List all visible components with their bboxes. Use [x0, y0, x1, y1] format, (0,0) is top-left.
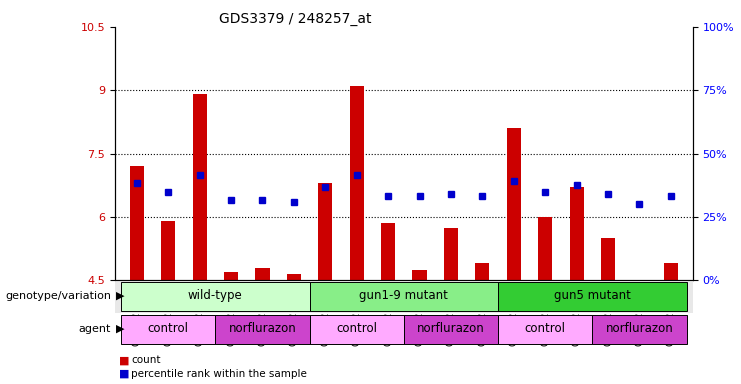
Bar — [592, 314, 687, 344]
Text: wild-type: wild-type — [188, 290, 243, 303]
Bar — [256, 268, 270, 280]
Bar — [570, 187, 584, 280]
Text: gun1-9 mutant: gun1-9 mutant — [359, 290, 448, 303]
Bar — [381, 223, 395, 280]
Text: ▶: ▶ — [116, 324, 124, 334]
Bar — [310, 282, 498, 311]
Bar — [224, 272, 238, 280]
Bar — [318, 183, 333, 280]
Bar — [404, 314, 498, 344]
Bar — [444, 227, 458, 280]
Bar — [664, 263, 678, 280]
Bar — [538, 217, 552, 280]
Bar — [310, 314, 404, 344]
Text: norflurazon: norflurazon — [229, 322, 296, 335]
Bar — [193, 94, 207, 280]
Text: gun5 mutant: gun5 mutant — [554, 290, 631, 303]
Bar — [130, 166, 144, 280]
Text: ■: ■ — [119, 369, 129, 379]
Bar — [121, 314, 216, 344]
Bar — [115, 280, 693, 313]
Bar — [475, 263, 490, 280]
Text: control: control — [147, 322, 189, 335]
Text: count: count — [131, 355, 161, 365]
Text: genotype/variation: genotype/variation — [5, 291, 111, 301]
Text: GDS3379 / 248257_at: GDS3379 / 248257_at — [219, 12, 371, 26]
Bar — [216, 314, 310, 344]
Text: norflurazon: norflurazon — [417, 322, 485, 335]
Text: control: control — [336, 322, 377, 335]
Text: ▶: ▶ — [116, 291, 124, 301]
Bar — [121, 282, 310, 311]
Bar — [498, 314, 592, 344]
Bar — [507, 128, 521, 280]
Text: agent: agent — [79, 324, 111, 334]
Text: ■: ■ — [119, 355, 129, 365]
Bar — [601, 238, 615, 280]
Text: norflurazon: norflurazon — [605, 322, 674, 335]
Bar — [350, 86, 364, 280]
Text: control: control — [525, 322, 565, 335]
Text: percentile rank within the sample: percentile rank within the sample — [131, 369, 307, 379]
Bar — [498, 282, 687, 311]
Bar — [413, 270, 427, 280]
Bar — [162, 221, 176, 280]
Bar — [287, 274, 301, 280]
